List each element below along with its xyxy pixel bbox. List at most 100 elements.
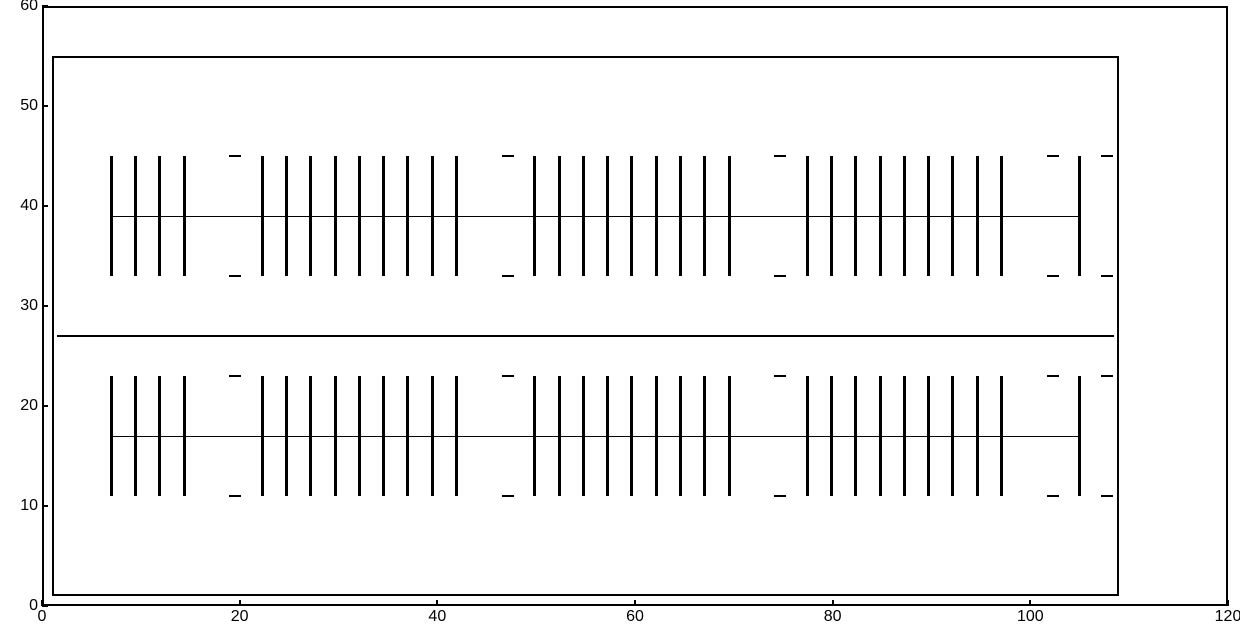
x-tick-mark xyxy=(832,600,834,606)
slot-bar xyxy=(309,156,312,276)
gap-marker xyxy=(1101,375,1113,377)
slot-bar xyxy=(951,376,954,496)
y-tick-mark xyxy=(42,5,48,7)
gap-marker xyxy=(502,375,514,377)
x-tick-label: 0 xyxy=(38,608,47,626)
slot-bar xyxy=(630,376,633,496)
slot-bar xyxy=(158,376,161,496)
slot-bar xyxy=(582,156,585,276)
slot-bar xyxy=(703,376,706,496)
gap-marker xyxy=(774,275,786,277)
slot-bar xyxy=(1000,376,1003,496)
y-tick-mark xyxy=(42,505,48,507)
slot-bar xyxy=(951,156,954,276)
gap-marker xyxy=(1101,275,1113,277)
slot-bar xyxy=(261,156,264,276)
lane-center-line-lower xyxy=(111,436,1080,437)
x-tick-label: 120 xyxy=(1215,608,1240,626)
gap-marker xyxy=(1047,375,1059,377)
slot-bar xyxy=(606,156,609,276)
y-tick-label: 50 xyxy=(12,97,38,115)
slot-bar xyxy=(358,156,361,276)
slot-bar xyxy=(830,376,833,496)
slot-bar xyxy=(309,376,312,496)
x-tick-mark xyxy=(634,600,636,606)
slot-bar xyxy=(110,156,113,276)
inner-box xyxy=(52,56,1119,596)
y-tick-label: 30 xyxy=(12,297,38,315)
y-tick-label: 10 xyxy=(12,497,38,515)
slot-bar xyxy=(431,376,434,496)
slot-bar xyxy=(1078,376,1081,496)
y-tick-label: 0 xyxy=(12,597,38,615)
y-tick-label: 20 xyxy=(12,397,38,415)
y-tick-mark xyxy=(42,605,48,607)
slot-bar xyxy=(1000,156,1003,276)
gap-marker xyxy=(774,495,786,497)
slot-bar xyxy=(406,156,409,276)
gap-marker xyxy=(502,275,514,277)
slot-bar xyxy=(927,376,930,496)
slot-bar xyxy=(830,156,833,276)
slot-bar xyxy=(134,156,137,276)
slot-bar xyxy=(903,376,906,496)
x-tick-label: 40 xyxy=(428,608,446,626)
gap-marker xyxy=(502,495,514,497)
slot-bar xyxy=(630,156,633,276)
slot-bar xyxy=(655,376,658,496)
slot-bar xyxy=(382,156,385,276)
slot-bar xyxy=(606,376,609,496)
slot-bar xyxy=(806,376,809,496)
slot-bar xyxy=(285,156,288,276)
x-tick-label: 20 xyxy=(231,608,249,626)
gap-marker xyxy=(229,495,241,497)
figure: 0204060801001200102030405060 xyxy=(0,0,1240,633)
slot-bar xyxy=(806,156,809,276)
gap-marker xyxy=(774,375,786,377)
x-tick-label: 60 xyxy=(626,608,644,626)
gap-marker xyxy=(229,375,241,377)
slot-bar xyxy=(558,156,561,276)
slot-bar xyxy=(903,156,906,276)
slot-bar xyxy=(406,376,409,496)
slot-bar xyxy=(334,156,337,276)
slot-bar xyxy=(976,156,979,276)
x-tick-mark xyxy=(1227,600,1229,606)
gap-marker xyxy=(1047,495,1059,497)
x-tick-mark xyxy=(1029,600,1031,606)
slot-bar xyxy=(183,156,186,276)
slot-bar xyxy=(679,376,682,496)
x-tick-mark xyxy=(436,600,438,606)
slot-bar xyxy=(455,376,458,496)
y-tick-mark xyxy=(42,205,48,207)
x-tick-label: 100 xyxy=(1017,608,1044,626)
slot-bar xyxy=(1078,156,1081,276)
slot-bar xyxy=(655,156,658,276)
slot-bar xyxy=(976,376,979,496)
slot-bar xyxy=(358,376,361,496)
slot-bar xyxy=(582,376,585,496)
gap-marker xyxy=(1047,155,1059,157)
slot-bar xyxy=(455,156,458,276)
gap-marker xyxy=(1047,275,1059,277)
y-tick-mark xyxy=(42,405,48,407)
y-tick-label: 40 xyxy=(12,197,38,215)
slot-bar xyxy=(728,376,731,496)
slot-bar xyxy=(110,376,113,496)
gap-marker xyxy=(502,155,514,157)
gap-marker xyxy=(1101,155,1113,157)
slot-bar xyxy=(728,156,731,276)
slot-bar xyxy=(558,376,561,496)
lane-center-line-upper xyxy=(111,216,1080,217)
gap-marker xyxy=(229,275,241,277)
x-tick-label: 80 xyxy=(824,608,842,626)
slot-bar xyxy=(703,156,706,276)
slot-bar xyxy=(261,376,264,496)
slot-bar xyxy=(854,156,857,276)
slot-bar xyxy=(854,376,857,496)
slot-bar xyxy=(382,376,385,496)
slot-bar xyxy=(334,376,337,496)
slot-bar xyxy=(879,376,882,496)
slot-bar xyxy=(285,376,288,496)
slot-bar xyxy=(533,156,536,276)
